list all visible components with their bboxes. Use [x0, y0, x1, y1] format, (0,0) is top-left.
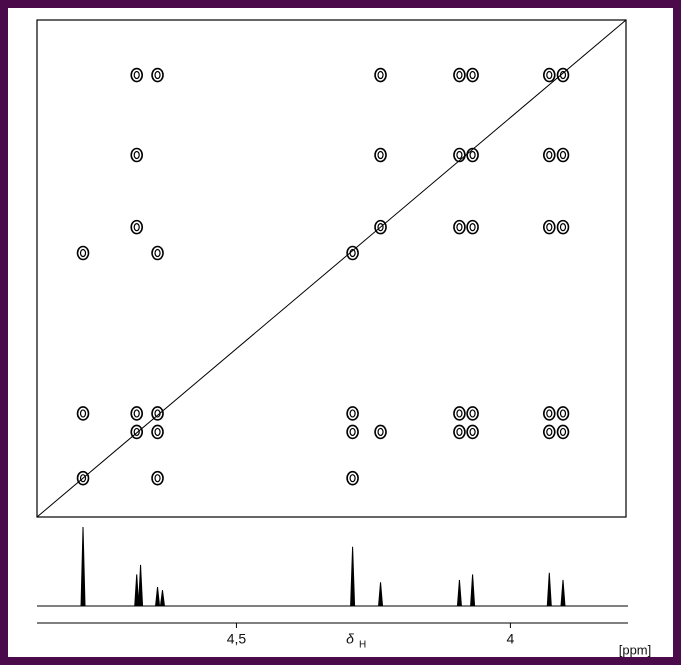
panel	[8, 8, 673, 657]
x-tick-label: 4	[506, 631, 514, 647]
x-tick-label: 4,5	[227, 631, 247, 647]
x-axis-label-subscript: H	[359, 640, 366, 651]
unit-label: [ppm]	[619, 642, 652, 657]
chart: δ H [ppm] 4,5 4	[0, 0, 681, 665]
page: δ H [ppm] 4,54 (() => { const data = JSO…	[0, 0, 681, 665]
x-axis-label: δ	[346, 631, 354, 647]
